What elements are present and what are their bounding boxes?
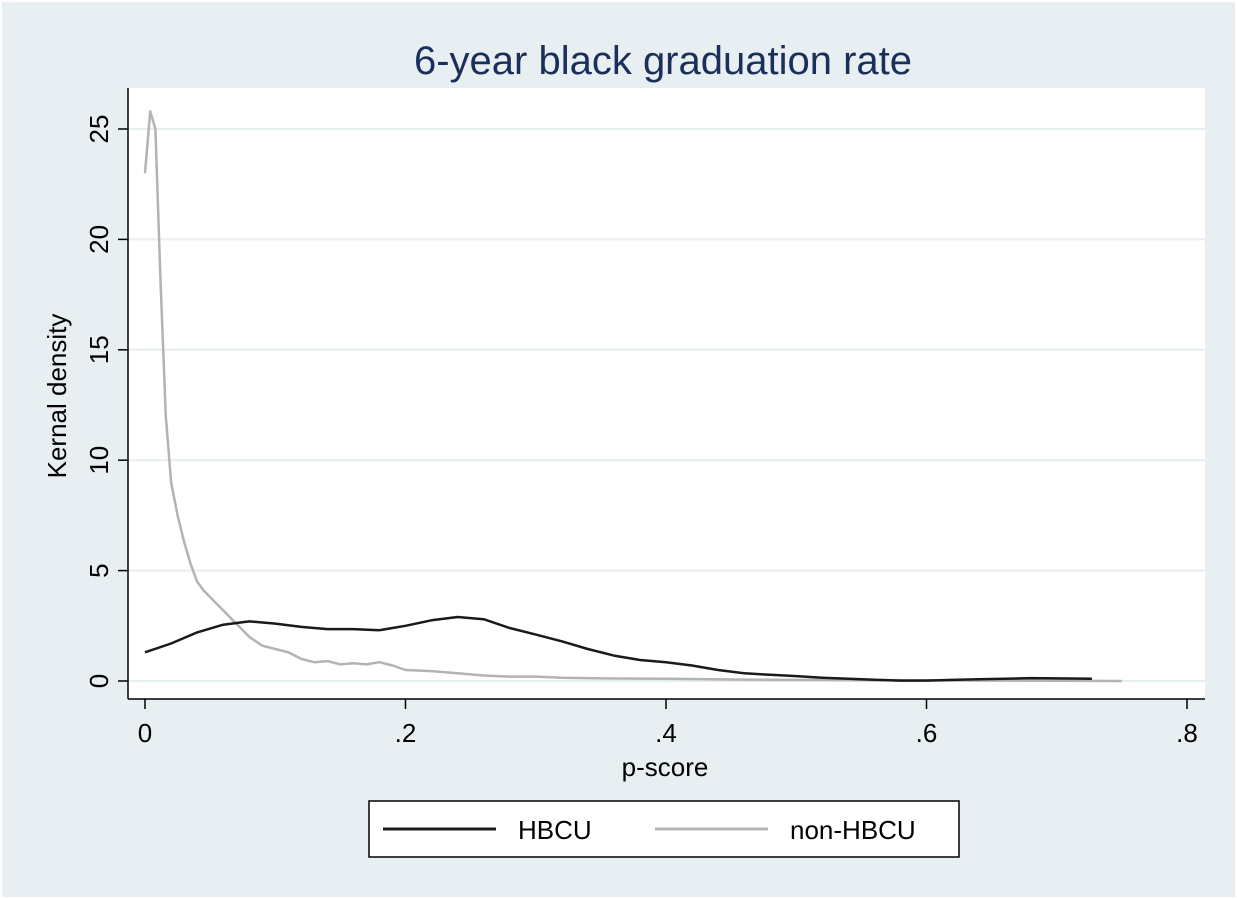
series-line-hbcu: [144, 615, 1092, 682]
chart-title: 6-year black graduation rate: [414, 39, 912, 83]
y-tick-label: 5: [84, 563, 114, 577]
series-line-non-hbcu: [143, 110, 1122, 683]
x-tick-label: 0: [138, 718, 152, 748]
y-tick-label: 25: [84, 115, 114, 144]
x-tick-label: .8: [1176, 718, 1198, 748]
legend: HBCU non-HBCU: [368, 800, 960, 858]
x-tick-label: .2: [395, 718, 417, 748]
plot-area: [128, 88, 1205, 699]
x-axis-label: p-score: [622, 752, 709, 782]
x-tick-label: .6: [916, 718, 938, 748]
y-tick-label: 0: [84, 674, 114, 688]
x-tick-label: .4: [655, 718, 677, 748]
legend-label-hbcu: HBCU: [518, 815, 592, 845]
axis-ticks: 0 5 10 15 20 25 0 .2 .4 .6 .8: [84, 115, 1198, 748]
y-tick-label: 20: [84, 225, 114, 254]
y-axis-label: Kernal density: [42, 314, 72, 479]
series-layer: [143, 110, 1122, 683]
y-tick-label: 10: [84, 446, 114, 475]
y-tick-label: 15: [84, 335, 114, 364]
legend-label-non-hbcu: non-HBCU: [790, 815, 916, 845]
